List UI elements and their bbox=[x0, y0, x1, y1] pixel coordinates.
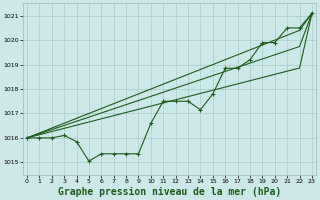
X-axis label: Graphe pression niveau de la mer (hPa): Graphe pression niveau de la mer (hPa) bbox=[58, 186, 281, 197]
